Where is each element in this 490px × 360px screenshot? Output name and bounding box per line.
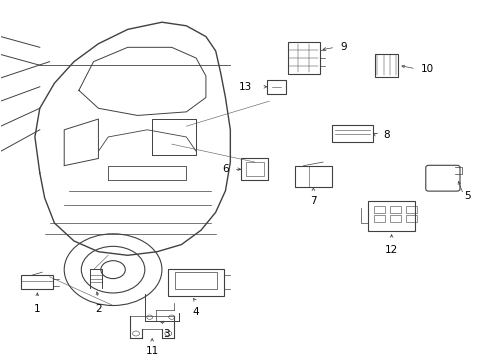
Bar	[390, 206, 401, 213]
Bar	[374, 215, 385, 222]
Text: 8: 8	[383, 130, 390, 140]
Bar	[242, 158, 268, 180]
Bar	[332, 125, 372, 142]
Bar	[175, 272, 217, 289]
Text: 9: 9	[340, 42, 347, 52]
Bar	[168, 269, 224, 296]
Bar	[295, 166, 332, 187]
Bar	[288, 42, 319, 74]
Text: 5: 5	[464, 191, 470, 201]
Bar	[406, 206, 417, 213]
Text: 2: 2	[95, 304, 102, 314]
Bar	[375, 54, 398, 77]
Bar	[374, 206, 385, 213]
Bar	[22, 275, 53, 289]
Text: 4: 4	[193, 307, 199, 317]
Text: 10: 10	[421, 64, 434, 74]
Text: 11: 11	[146, 346, 159, 356]
Bar	[406, 215, 417, 222]
Text: 3: 3	[164, 329, 170, 339]
Bar	[246, 162, 264, 176]
Bar	[390, 215, 401, 222]
Text: 12: 12	[385, 244, 398, 255]
Text: 7: 7	[310, 196, 317, 206]
Bar	[368, 201, 415, 231]
Bar	[268, 80, 286, 94]
Text: 1: 1	[34, 304, 41, 314]
Text: 13: 13	[239, 82, 252, 92]
Text: 6: 6	[223, 164, 229, 174]
